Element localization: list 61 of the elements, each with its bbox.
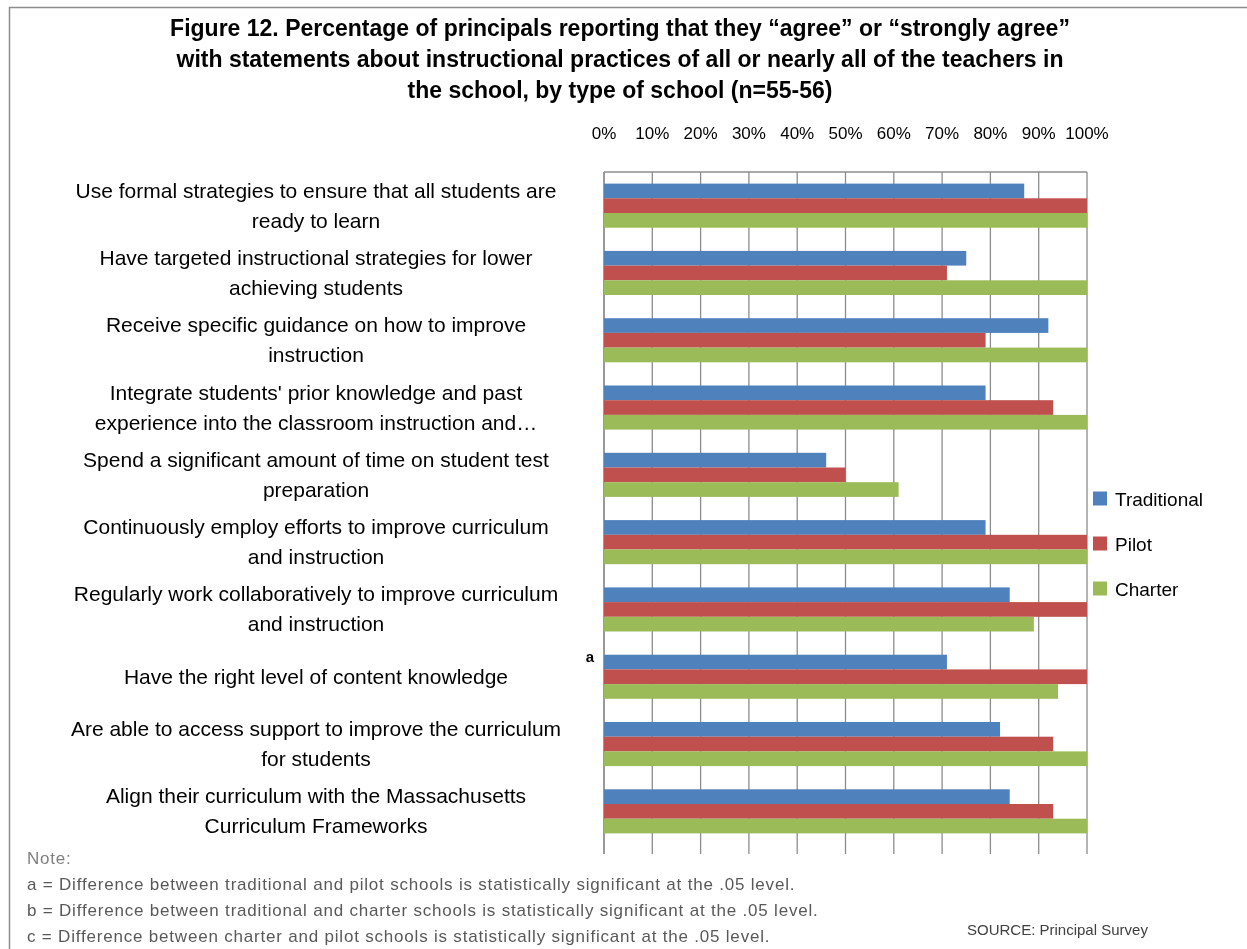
bar [604,467,846,483]
bar [604,654,947,670]
bar [604,684,1059,699]
bar [604,332,986,348]
y-tick-label: Regularly work collaboratively to improve curriculum and instruction [73,582,559,636]
bar [604,482,899,497]
legend-label: Charter [1115,578,1180,600]
bar [604,183,1025,199]
x-tick-label: 0% [591,124,617,143]
bar [604,318,1049,333]
legend-label: Traditional [1115,488,1204,510]
bar [604,520,986,535]
bar [604,736,1054,752]
text: Note: [27,849,72,868]
y-tick-label: Receive specific guidance on how to improve instruction [105,313,527,367]
x-tick-label: 30% [731,124,766,143]
legend-label: Pilot [1115,533,1153,555]
chart-title: Figure 12. Percentage of principals reporting that they “agree” or “strongly agree” with statements about instructional practices of all or nearly all of the teachers in the school, by type of school (n=55-56) [170,15,1070,103]
y-tick-label: Are able to access support to improve the curriculum for students [70,717,562,771]
bar [604,789,1010,804]
bar [604,213,1087,228]
x-tick-label: 40% [780,124,815,143]
bar [604,751,1087,767]
bar [604,616,1034,632]
x-tick-label: 80% [973,124,1008,143]
bar [604,198,1087,213]
x-tick-label: 20% [683,124,718,143]
bar [604,669,1087,685]
bar [604,385,986,401]
y-tick-label: Have targeted instructional strategies for lower achieving students [99,245,533,299]
y-tick-label: Align their curriculum with the Massachusetts Curriculum Frameworks [105,784,527,838]
x-tick-label: 10% [635,124,670,143]
text: b = Difference between traditional and charter schools is statistically significant at the .05 level. [27,901,819,920]
bar [604,250,967,266]
y-tick-label: Have the right level of content knowledge [123,664,509,688]
source-note: SOURCE: Principal Survey [967,921,1149,938]
bar [604,602,1087,617]
bar [604,280,1087,295]
y-tick-label: Continuously employ efforts to improve curriculum and instruction [83,515,549,569]
x-tick-label: 50% [828,124,863,143]
bar [604,452,827,468]
x-tick-label: 70% [925,124,960,143]
bar [604,265,947,281]
x-tick-label: 60% [876,124,911,143]
bar [604,722,1001,737]
y-tick-label: Integrate students' prior knowledge and past experience into the classroom instruction and… [94,380,538,434]
text: a = Difference between traditional and pilot schools is statistically significant at the .05 level. [27,875,796,894]
x-tick-label: 100% [1065,124,1109,143]
bar [604,587,1010,603]
x-tick-label: 90% [1021,124,1056,143]
bar [604,804,1054,819]
text: c = Difference between charter and pilot schools is statistically significant at the .05 level. [27,927,771,946]
bar [604,818,1087,834]
y-tick-label: Use formal strategies to ensure that all students are ready to learn [75,178,557,232]
bar [604,534,1087,550]
bar [604,400,1054,415]
bar [604,347,1087,363]
text: a [585,648,595,665]
y-tick-label: Spend a significant amount of time on student test preparation [83,447,550,501]
bar [604,414,1087,430]
bar [604,549,1087,565]
